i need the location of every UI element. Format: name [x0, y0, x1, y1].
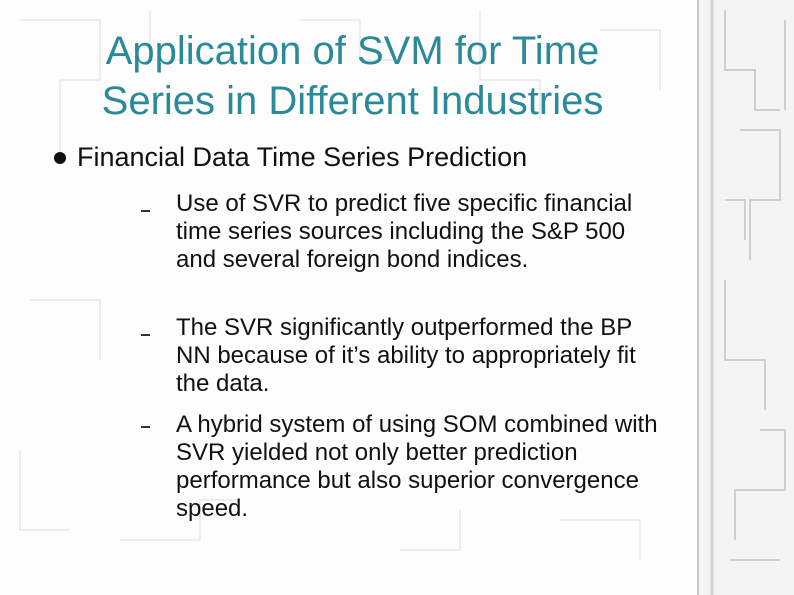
sub-bullet-text: The SVR significantly outperformed the B… [176, 314, 636, 397]
sub-bullet-text: Use of SVR to predict five specific fina… [176, 190, 633, 273]
sub-bullet-dash [141, 426, 150, 428]
sub-bullet-dash [141, 334, 150, 336]
sub-bullet-text: A hybrid system of using SOM combined wi… [176, 411, 658, 522]
bullet-text: Financial Data Time Series Prediction [77, 142, 528, 172]
bullet-dot [54, 152, 66, 164]
title-line: Application of SVM for Time [105, 29, 600, 73]
slide-title: Application of SVM for Time Series in Di… [40, 26, 665, 126]
sub-bullet-dash [141, 210, 150, 212]
title-line: Series in Different Industries [101, 79, 604, 123]
